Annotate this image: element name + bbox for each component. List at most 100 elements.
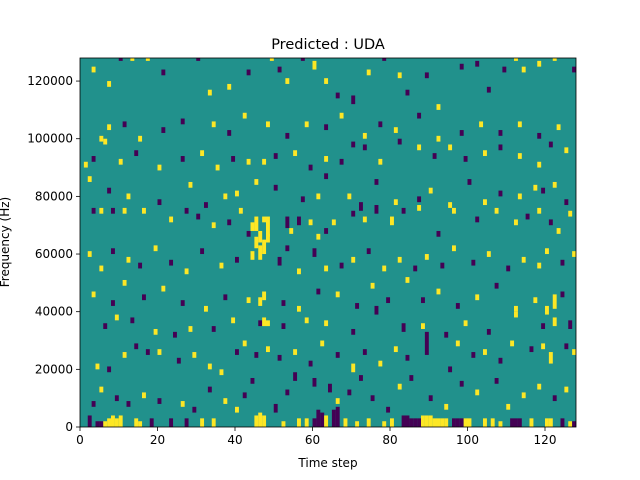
heatmap-cell (552, 58, 557, 61)
heatmap-cell (91, 401, 96, 407)
heatmap-cell (200, 248, 205, 255)
heatmap-cell (517, 121, 522, 128)
heatmap-cell (223, 398, 228, 404)
heatmap-cell (258, 297, 263, 306)
y-tick-label: 60000 (35, 247, 73, 261)
heatmap-cell (401, 323, 406, 332)
heatmap-cell (122, 207, 127, 214)
heatmap-cell (494, 282, 499, 289)
heatmap-cell (169, 418, 174, 427)
heatmap-cell (200, 418, 205, 427)
heatmap-cell (246, 230, 251, 237)
heatmap-cell (572, 66, 577, 73)
heatmap-cell (521, 392, 526, 399)
heatmap-cell (572, 251, 577, 257)
heatmap-cell (405, 415, 410, 427)
heatmap-cell (351, 141, 356, 148)
heatmap-cell (548, 141, 553, 148)
heatmap-cell (324, 124, 329, 131)
x-axis-ticks: 0 20 40 60 80 100 120 (76, 427, 556, 447)
heatmap-cell (227, 130, 232, 136)
heatmap-cell (517, 193, 522, 200)
heatmap-cell (514, 311, 518, 318)
heatmap-cell (157, 398, 162, 404)
y-tick-label: 120000 (27, 74, 73, 88)
heatmap-cell (428, 395, 433, 402)
heatmap-cell (281, 300, 286, 306)
heatmap-cell (269, 58, 274, 61)
heatmap-cell (486, 328, 491, 335)
heatmap-cell (351, 256, 356, 263)
heatmap-cell (393, 199, 398, 206)
heatmap-cell (91, 66, 96, 73)
heatmap-cell (498, 190, 503, 197)
heatmap-cell (463, 156, 468, 162)
heatmap-cell (200, 150, 205, 157)
heatmap-cell (545, 248, 549, 255)
heatmap-cell (188, 326, 193, 332)
heatmap-cell (126, 256, 131, 263)
heatmap-cell (498, 357, 503, 364)
heatmap-cell (312, 248, 317, 257)
heatmap-cell (564, 199, 569, 206)
heatmap-cell (405, 89, 410, 96)
heatmap-cell (316, 233, 321, 240)
heatmap-cell (432, 418, 437, 427)
x-tick-label: 40 (227, 433, 242, 447)
heatmap-cell (436, 288, 441, 295)
heatmap-cell (424, 331, 429, 355)
heatmap-cell (397, 138, 402, 145)
heatmap-cell (440, 418, 445, 427)
heatmap-cell (254, 179, 259, 185)
heatmap-cell (432, 153, 437, 159)
heatmap-cell (568, 320, 573, 329)
heatmap-cell (552, 294, 557, 309)
heatmap-cell (134, 418, 139, 427)
heatmap-cell (215, 164, 220, 171)
y-tick-label: 20000 (35, 362, 73, 376)
heatmap-cell (417, 144, 422, 151)
heatmap-cell (242, 340, 247, 347)
heatmap-cell (362, 132, 367, 139)
heatmap-cell (285, 132, 290, 139)
heatmap-cell (126, 401, 131, 407)
heatmap-cell (235, 190, 239, 197)
heatmap-cell (467, 418, 472, 427)
heatmap-cell (320, 340, 325, 347)
heatmap-cell (114, 418, 119, 427)
heatmap-cell (452, 245, 456, 252)
heatmap-cell (320, 412, 325, 427)
heatmap-cell (211, 121, 216, 128)
heatmap-cell (99, 386, 104, 393)
heatmap-cell (347, 389, 352, 396)
heatmap-cell (560, 291, 565, 298)
heatmap-cell (436, 135, 441, 142)
heatmap-cell (122, 279, 127, 286)
heatmap-cell (347, 193, 352, 200)
heatmap-cell (510, 340, 515, 347)
heatmap-cell (308, 360, 313, 367)
heatmap-cell (161, 285, 166, 292)
heatmap-cell (266, 320, 270, 327)
x-tick-label: 0 (76, 433, 84, 447)
heatmap-cell (494, 207, 499, 214)
heatmap-cell (304, 317, 309, 324)
heatmap-cell (339, 262, 344, 269)
heatmap-cell (382, 58, 387, 61)
heatmap-cell (436, 230, 441, 237)
heatmap-cell (343, 418, 348, 427)
heatmap-cell (335, 291, 340, 298)
heatmap-cell (448, 366, 453, 373)
heatmap-cell (378, 360, 383, 367)
heatmap-cell (324, 78, 329, 84)
heatmap-cell (111, 207, 115, 214)
heatmap-cell (285, 216, 290, 229)
heatmap-cell (273, 153, 278, 159)
heatmap-cell (196, 213, 201, 220)
heatmap-cell (537, 207, 542, 214)
heatmap-cell (83, 161, 88, 168)
heatmap-cell (374, 305, 379, 315)
heatmap-cell (471, 259, 476, 266)
heatmap-cell (99, 265, 104, 272)
heatmap-cell (142, 294, 146, 301)
